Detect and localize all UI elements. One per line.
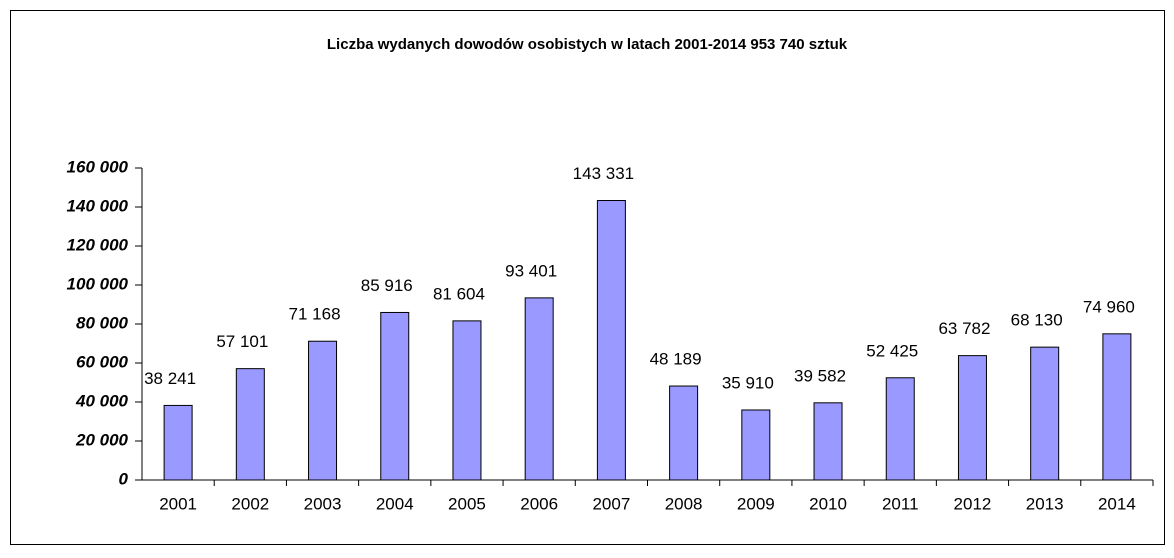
bar <box>669 385 699 481</box>
x-tick-label: 2002 <box>231 494 269 513</box>
bar <box>957 355 987 481</box>
value-label: 48 189 <box>650 350 702 369</box>
value-label: 52 425 <box>866 341 918 360</box>
value-label: 71 168 <box>289 305 341 324</box>
value-label: 81 604 <box>433 284 485 303</box>
value-label: 35 910 <box>722 373 774 392</box>
x-tick-label: 2009 <box>737 494 775 513</box>
x-tick-label: 2004 <box>376 494 414 513</box>
bar <box>452 320 482 481</box>
y-tick-label: 140 000 <box>67 196 129 215</box>
value-label: 74 960 <box>1083 297 1135 316</box>
x-tick-label: 2011 <box>882 494 919 513</box>
y-tick-label: 40 000 <box>75 391 129 410</box>
bar <box>235 368 265 481</box>
bar <box>596 200 626 481</box>
x-tick-label: 2003 <box>304 494 342 513</box>
value-label: 39 582 <box>794 366 846 385</box>
value-label: 68 130 <box>1011 311 1063 330</box>
bar <box>308 340 338 481</box>
bar <box>524 297 554 481</box>
x-tick-label: 2012 <box>954 494 992 513</box>
y-tick-label: 60 000 <box>76 352 129 371</box>
y-tick-label: 20 000 <box>75 430 129 449</box>
y-tick-label: 100 000 <box>67 274 129 293</box>
bar <box>1102 333 1132 481</box>
value-label: 57 101 <box>216 332 268 351</box>
bar <box>1030 346 1060 481</box>
bar <box>885 377 915 481</box>
x-tick-label: 2005 <box>448 494 486 513</box>
bar <box>380 311 410 481</box>
x-tick-label: 2010 <box>809 494 847 513</box>
value-label: 63 782 <box>938 319 990 338</box>
x-tick-label: 2008 <box>665 494 703 513</box>
x-tick-label: 2001 <box>159 494 197 513</box>
value-label: 85 916 <box>361 276 413 295</box>
bar <box>163 404 193 481</box>
y-tick-label: 80 000 <box>76 313 129 332</box>
value-label: 38 241 <box>144 369 196 388</box>
y-tick-label: 160 000 <box>67 157 129 176</box>
x-tick-label: 2007 <box>592 494 630 513</box>
x-tick-label: 2013 <box>1026 494 1064 513</box>
value-label: 143 331 <box>573 164 634 183</box>
x-tick-label: 2006 <box>520 494 558 513</box>
value-label: 93 401 <box>505 261 557 280</box>
chart-title: Liczba wydanych dowodów osobistych w lat… <box>327 36 848 53</box>
y-tick-label: 120 000 <box>67 235 129 254</box>
x-tick-label: 2014 <box>1098 494 1136 513</box>
bar <box>741 409 771 481</box>
bar <box>813 402 843 481</box>
y-tick-label: 0 <box>119 469 129 488</box>
